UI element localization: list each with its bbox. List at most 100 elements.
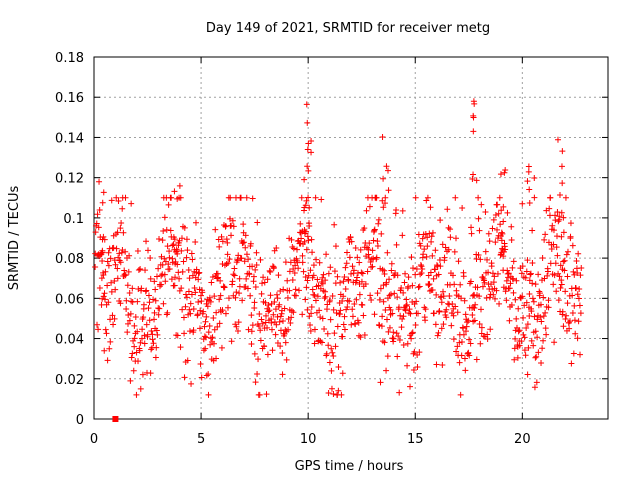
data-point	[512, 296, 519, 303]
data-point	[121, 271, 128, 278]
data-point	[549, 222, 556, 229]
data-point	[551, 272, 558, 279]
data-point	[408, 330, 415, 337]
data-point	[532, 328, 539, 335]
data-point	[339, 370, 346, 377]
data-point	[497, 233, 504, 240]
data-point	[196, 325, 203, 332]
data-point	[330, 306, 337, 313]
data-point	[470, 114, 477, 121]
data-point	[141, 332, 148, 339]
data-point	[174, 250, 181, 257]
data-point	[477, 340, 484, 347]
data-point	[333, 309, 340, 316]
data-point	[456, 359, 463, 366]
data-point	[281, 305, 288, 312]
data-point	[366, 203, 373, 210]
data-point	[273, 321, 280, 328]
data-point	[308, 138, 315, 145]
data-point	[168, 276, 175, 283]
x-tick-label: 15	[407, 432, 424, 447]
data-point	[358, 278, 365, 285]
data-point	[120, 229, 127, 236]
data-point	[251, 350, 258, 357]
data-point	[535, 349, 542, 356]
data-point	[542, 231, 549, 238]
data-point	[100, 233, 107, 240]
data-point	[462, 328, 469, 335]
data-point	[308, 149, 315, 156]
data-point	[127, 377, 134, 384]
data-point	[515, 328, 522, 335]
data-point	[226, 256, 233, 263]
data-point	[99, 199, 106, 206]
data-point	[476, 227, 483, 234]
data-point	[146, 299, 153, 306]
data-point	[389, 310, 396, 317]
data-point	[198, 374, 205, 381]
data-point	[498, 207, 505, 214]
data-point	[554, 136, 561, 143]
data-point	[313, 256, 320, 263]
data-point	[353, 296, 360, 303]
data-point	[245, 256, 252, 263]
data-point	[96, 178, 103, 185]
data-point	[107, 338, 114, 345]
data-point	[229, 278, 236, 285]
data-point	[557, 262, 564, 269]
data-point	[536, 290, 543, 297]
data-point	[182, 291, 189, 298]
data-point	[312, 194, 319, 201]
data-point	[140, 301, 147, 308]
data-point	[323, 350, 330, 357]
data-point	[452, 235, 459, 242]
data-point	[576, 302, 583, 309]
data-point	[569, 242, 576, 249]
data-point	[290, 245, 297, 252]
data-point	[304, 119, 311, 126]
data-point	[205, 371, 212, 378]
data-point	[394, 294, 401, 301]
data-point	[160, 300, 167, 307]
data-point	[346, 298, 353, 305]
data-point	[387, 291, 394, 298]
data-point	[331, 330, 338, 337]
data-point	[370, 237, 377, 244]
data-point	[147, 255, 154, 262]
data-point	[195, 276, 202, 283]
data-point	[526, 290, 533, 297]
data-point	[349, 313, 356, 320]
data-point	[553, 244, 560, 251]
data-point	[450, 336, 457, 343]
data-point	[276, 301, 283, 308]
data-point	[406, 306, 413, 313]
data-point	[267, 292, 274, 299]
data-point	[247, 240, 254, 247]
data-point	[377, 379, 384, 386]
data-point	[274, 340, 281, 347]
data-point	[366, 240, 373, 247]
data-point	[299, 311, 306, 318]
data-point	[307, 328, 314, 335]
data-point	[95, 326, 102, 333]
data-point	[481, 279, 488, 286]
data-point	[538, 359, 545, 366]
data-point	[539, 345, 546, 352]
data-point	[280, 286, 287, 293]
data-point	[521, 302, 528, 309]
data-point	[316, 259, 323, 266]
data-point	[440, 321, 447, 328]
data-point	[327, 264, 334, 271]
data-point	[114, 229, 121, 236]
data-point	[524, 257, 531, 264]
data-point	[541, 236, 548, 243]
data-point	[325, 270, 332, 277]
data-point	[227, 194, 234, 201]
data-point	[237, 194, 244, 201]
data-point	[155, 265, 162, 272]
data-point	[426, 281, 433, 288]
data-point	[200, 308, 207, 315]
data-point	[414, 364, 421, 371]
data-point	[321, 326, 328, 333]
data-point	[124, 282, 131, 289]
